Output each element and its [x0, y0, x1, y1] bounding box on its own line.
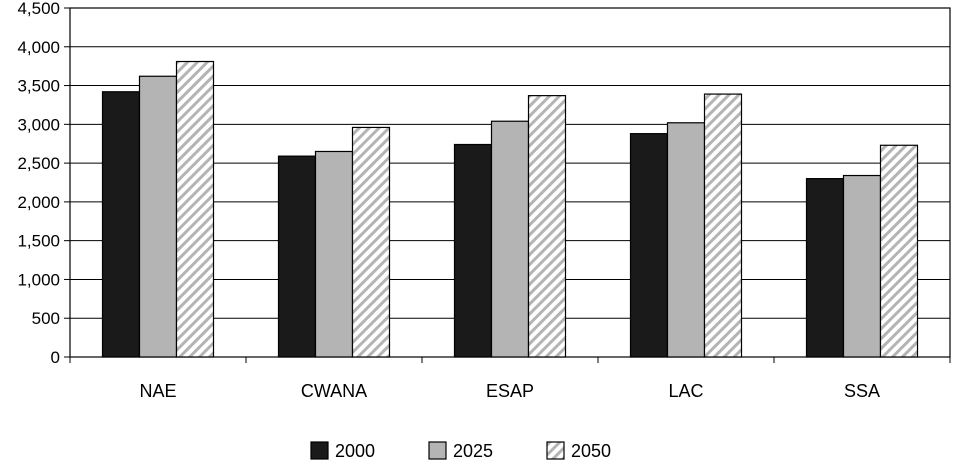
legend-swatch-2000	[310, 441, 329, 460]
bars	[101, 60, 919, 358]
bar-esap-2050	[527, 95, 567, 358]
bar-esap-2000	[453, 143, 493, 358]
legend-swatch-2050	[546, 441, 565, 460]
bar-cwana-2000	[277, 155, 317, 358]
legend-label-2000: 2000	[335, 441, 375, 461]
bar-lac-2000	[629, 133, 669, 358]
bar-lac-2025	[666, 122, 706, 358]
legend-swatch-2025	[428, 441, 447, 460]
y-tick-label: 1,500	[17, 232, 60, 251]
y-tick-label: 3,000	[17, 115, 60, 134]
bar-ssa-2025	[842, 174, 882, 358]
bar-ssa-2000	[805, 178, 845, 358]
bar-nae-2000	[101, 91, 141, 358]
x-category-label: SSA	[844, 381, 880, 401]
y-tick-label: 4,000	[17, 38, 60, 57]
bar-ssa-2050	[879, 144, 919, 358]
bar-cwana-2025	[314, 150, 354, 358]
bar-lac-2050	[703, 93, 743, 358]
x-category-label: ESAP	[486, 381, 534, 401]
y-tick-label: 4,500	[17, 0, 60, 18]
bar-nae-2050	[175, 60, 215, 358]
legend-label-2025: 2025	[453, 441, 493, 461]
x-category-label: LAC	[668, 381, 703, 401]
y-tick-label: 2,500	[17, 154, 60, 173]
bar-esap-2025	[490, 120, 530, 358]
bar-cwana-2050	[351, 126, 391, 358]
y-tick-label: 500	[32, 309, 60, 328]
y-tick-label: 2,000	[17, 193, 60, 212]
axis-labels: 0 500 1,000 1,500 2,000 2,500 3,000 3,500 4,000 4…	[17, 0, 880, 401]
y-tick-label: 1,000	[17, 270, 60, 289]
x-category-label: NAE	[139, 381, 176, 401]
y-tick-label: 0	[51, 348, 60, 367]
bar-nae-2025	[138, 75, 178, 358]
legend-label-2050: 2050	[571, 441, 611, 461]
x-category-label: CWANA	[301, 381, 367, 401]
y-tick-label: 3,500	[17, 77, 60, 96]
legend: 2000 2025 2050	[310, 441, 611, 461]
